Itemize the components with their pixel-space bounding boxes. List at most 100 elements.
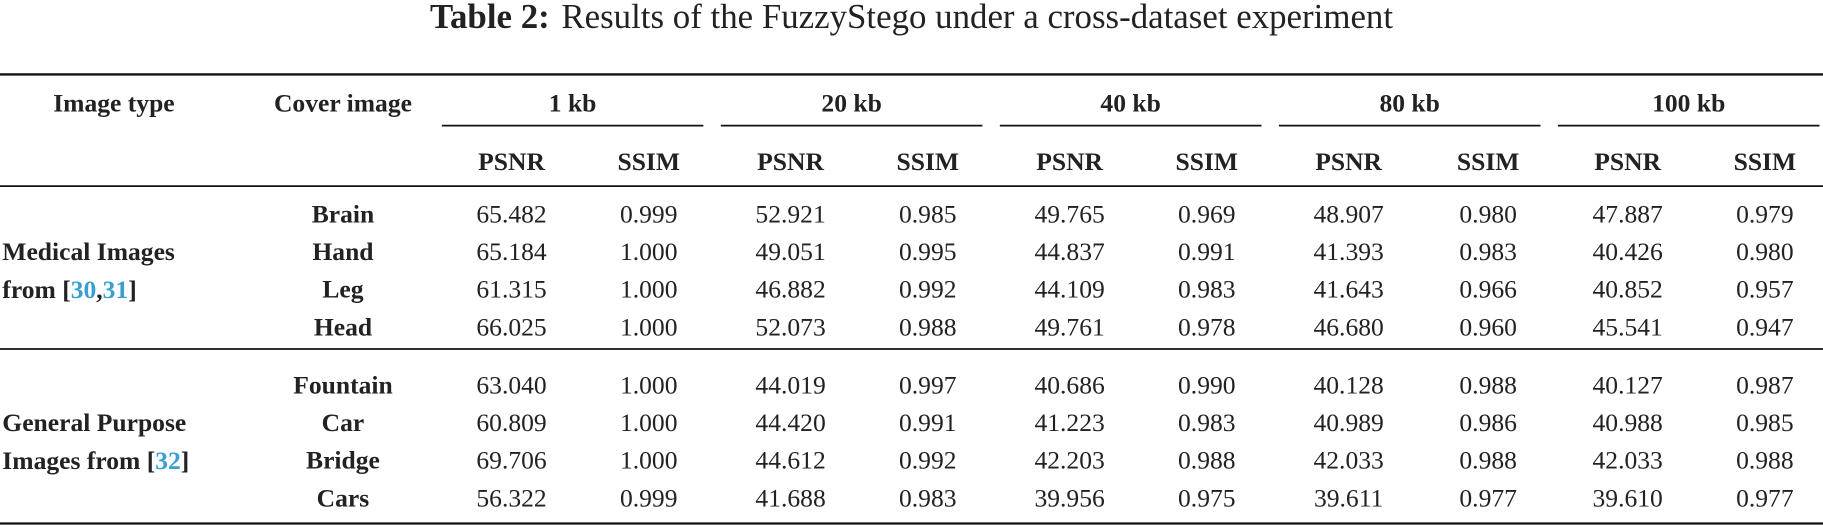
value-cell: 0.979 [1736, 199, 1794, 228]
value-cell: 40.426 [1593, 237, 1664, 266]
label-text: ] [181, 446, 190, 475]
value-cell: 0.995 [899, 237, 957, 266]
value-cell: 41.393 [1313, 237, 1383, 266]
caption-text: Results of the FuzzyStego under a cross-… [561, 0, 1393, 36]
header-cell: SSIM [617, 147, 680, 176]
value-cell: 0.977 [1459, 483, 1517, 512]
value-cell: 0.988 [1459, 370, 1517, 399]
caption-label: Table 2: [430, 0, 550, 36]
value-cell: 0.969 [1178, 199, 1236, 228]
value-cell: 0.980 [1459, 199, 1517, 228]
value-cell: 41.223 [1034, 408, 1104, 437]
value-cell: 63.040 [476, 370, 546, 399]
group-label: Medical Images [2, 237, 175, 266]
header-cell: PSNR [757, 147, 824, 176]
cover-cell: Head [314, 312, 372, 341]
header-cell: 1 kb [549, 89, 597, 118]
value-cell: 0.988 [1178, 446, 1236, 475]
value-cell: 0.983 [1459, 237, 1517, 266]
value-cell: 39.956 [1034, 483, 1105, 512]
header-cell: 80 kb [1379, 89, 1439, 118]
header-cell: PSNR [1315, 147, 1382, 176]
value-cell: 40.128 [1313, 370, 1383, 399]
value-cell: 0.985 [899, 199, 957, 228]
value-cell: 0.980 [1736, 237, 1794, 266]
header-cell: SSIM [1734, 147, 1797, 176]
value-cell: 0.947 [1736, 312, 1794, 341]
caption: Table 2: Results of the FuzzyStego under … [430, 0, 1393, 36]
value-cell: 39.610 [1593, 483, 1663, 512]
value-cell: 0.983 [899, 483, 957, 512]
value-cell: 0.992 [899, 275, 957, 304]
label-text: ] [128, 275, 137, 304]
value-cell: 42.033 [1593, 446, 1663, 475]
cover-cell: Car [322, 408, 365, 437]
value-cell: 1.000 [620, 312, 678, 341]
value-cell: 49.761 [1034, 312, 1104, 341]
value-cell: 0.985 [1736, 408, 1794, 437]
value-cell: 69.706 [476, 446, 547, 475]
header-cell: SSIM [1457, 147, 1520, 176]
value-cell: 44.420 [755, 408, 825, 437]
label-text: from [ [2, 275, 70, 304]
citation: 31 [103, 275, 129, 304]
value-cell: 40.989 [1313, 408, 1383, 437]
value-cell: 44.612 [755, 446, 825, 475]
cover-cell: Bridge [306, 446, 380, 475]
value-cell: 40.988 [1593, 408, 1663, 437]
header-cell: PSNR [478, 147, 545, 176]
header-cell: Image type [53, 89, 174, 118]
value-cell: 0.987 [1736, 370, 1794, 399]
header-cell: 20 kb [821, 89, 881, 118]
group-label: Images from [32] [2, 446, 189, 475]
value-cell: 0.977 [1736, 483, 1794, 512]
value-cell: 0.999 [620, 199, 678, 228]
value-cell: 0.990 [1178, 370, 1236, 399]
value-cell: 40.852 [1593, 275, 1663, 304]
cover-cell: Hand [312, 237, 373, 266]
value-cell: 42.033 [1313, 446, 1383, 475]
value-cell: 0.992 [899, 446, 957, 475]
value-cell: 0.983 [1178, 275, 1236, 304]
value-cell: 44.109 [1034, 275, 1104, 304]
cover-cell: Fountain [293, 370, 392, 399]
value-cell: 52.921 [755, 199, 825, 228]
value-cell: 1.000 [620, 446, 678, 475]
label-text: General Purpose [2, 408, 186, 437]
value-cell: 0.988 [1459, 446, 1517, 475]
value-cell: 1.000 [620, 408, 678, 437]
header-cell: SSIM [897, 147, 960, 176]
value-cell: 42.203 [1034, 446, 1104, 475]
header-cell: SSIM [1176, 147, 1239, 176]
value-cell: 40.686 [1034, 370, 1105, 399]
value-cell: 0.966 [1459, 275, 1517, 304]
label-text: Images from [ [2, 446, 155, 475]
value-cell: 45.541 [1593, 312, 1663, 341]
value-cell: 40.127 [1593, 370, 1664, 399]
value-cell: 0.957 [1736, 275, 1794, 304]
value-cell: 1.000 [620, 237, 678, 266]
value-cell: 44.019 [755, 370, 825, 399]
value-cell: 0.960 [1459, 312, 1517, 341]
value-cell: 0.988 [1736, 446, 1794, 475]
citation: 32 [155, 446, 181, 475]
value-cell: 66.025 [476, 312, 546, 341]
value-cell: 56.322 [476, 483, 546, 512]
value-cell: 0.988 [899, 312, 957, 341]
header-cell: 40 kb [1100, 89, 1160, 118]
header-cell: PSNR [1594, 147, 1661, 176]
value-cell: 47.887 [1593, 199, 1664, 228]
value-cell: 65.482 [476, 199, 546, 228]
header-cell: PSNR [1036, 147, 1103, 176]
value-cell: 0.983 [1178, 408, 1236, 437]
cover-cell: Brain [312, 199, 375, 228]
label-text: Medical Images [2, 237, 175, 266]
value-cell: 0.999 [620, 483, 678, 512]
cover-cell: Leg [322, 275, 363, 304]
value-cell: 49.051 [755, 237, 825, 266]
label-text: , [96, 275, 102, 304]
value-cell: 65.184 [476, 237, 547, 266]
group-label: General Purpose [2, 408, 186, 437]
value-cell: 1.000 [620, 275, 678, 304]
